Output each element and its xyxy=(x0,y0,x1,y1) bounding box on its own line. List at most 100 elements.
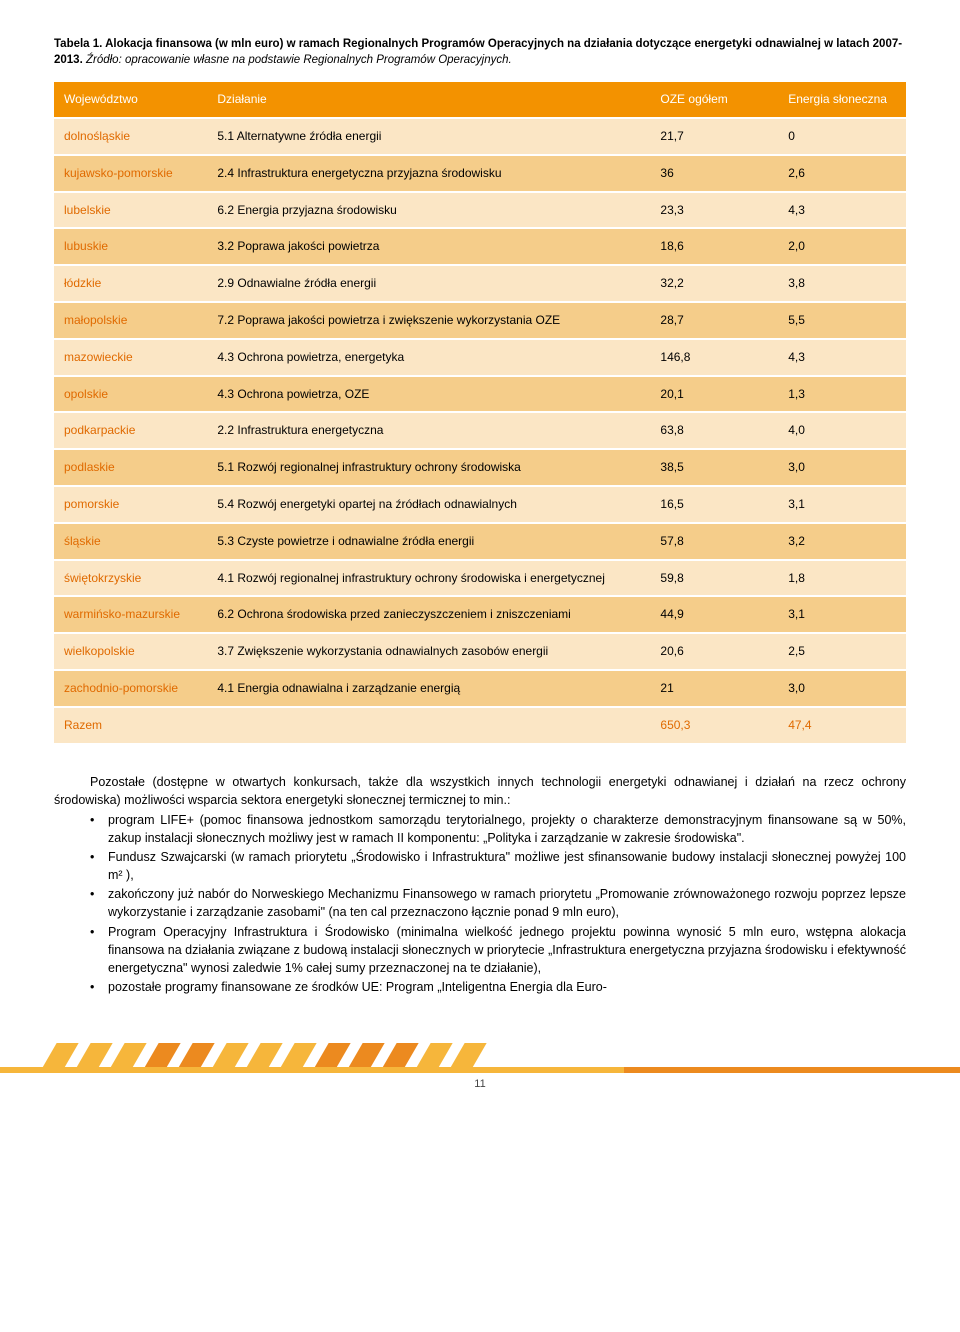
table-cell: 4,0 xyxy=(778,412,906,449)
table-cell: dolnośląskie xyxy=(54,118,207,155)
table-cell: 3,1 xyxy=(778,486,906,523)
table-cell: 650,3 xyxy=(650,707,778,744)
table-cell: 2.9 Odnawialne źródła energii xyxy=(207,265,650,302)
table-row: zachodnio-pomorskie4.1 Energia odnawialn… xyxy=(54,670,906,707)
table-row: opolskie4.3 Ochrona powietrza, OZE20,11,… xyxy=(54,376,906,413)
table-row: podkarpackie2.2 Infrastruktura energetyc… xyxy=(54,412,906,449)
table-head: Województwo Działanie OZE ogółem Energia… xyxy=(54,82,906,118)
table-cell: wielkopolskie xyxy=(54,633,207,670)
table-row: kujawsko-pomorskie2.4 Infrastruktura ene… xyxy=(54,155,906,192)
table-row: lubelskie6.2 Energia przyjazna środowisk… xyxy=(54,192,906,229)
table-cell: 3.2 Poprawa jakości powietrza xyxy=(207,228,650,265)
table-cell: 16,5 xyxy=(650,486,778,523)
table-cell: 1,3 xyxy=(778,376,906,413)
col-energia: Energia słoneczna xyxy=(778,82,906,118)
page-container: Tabela 1. Alokacja finansowa (w mln euro… xyxy=(0,0,960,1007)
table-caption: Tabela 1. Alokacja finansowa (w mln euro… xyxy=(54,36,906,68)
table-cell: 36 xyxy=(650,155,778,192)
narrative-block: Pozostałe (dostępne w otwartych konkursa… xyxy=(54,773,906,997)
table-cell: 5.3 Czyste powietrze i odnawialne źródła… xyxy=(207,523,650,560)
table-cell: kujawsko-pomorskie xyxy=(54,155,207,192)
table-cell: lubelskie xyxy=(54,192,207,229)
table-cell: 20,1 xyxy=(650,376,778,413)
table-cell: 28,7 xyxy=(650,302,778,339)
caption-source: Źródło: opracowanie własne na podstawie … xyxy=(86,54,512,66)
table-cell: 4,3 xyxy=(778,339,906,376)
table-row: małopolskie7.2 Poprawa jakości powietrza… xyxy=(54,302,906,339)
table-body: dolnośląskie5.1 Alternatywne źródła ener… xyxy=(54,118,906,744)
table-cell: 44,9 xyxy=(650,596,778,633)
table-cell: 2,5 xyxy=(778,633,906,670)
table-cell: zachodnio-pomorskie xyxy=(54,670,207,707)
table-row: Razem 650,347,4 xyxy=(54,707,906,744)
table-cell: 63,8 xyxy=(650,412,778,449)
table-cell: 21 xyxy=(650,670,778,707)
table-cell: 2,6 xyxy=(778,155,906,192)
table-cell: mazowieckie xyxy=(54,339,207,376)
col-dzialanie: Działanie xyxy=(207,82,650,118)
table-cell: 21,7 xyxy=(650,118,778,155)
col-oze: OZE ogółem xyxy=(650,82,778,118)
list-item: Program Operacyjny Infrastruktura i Środ… xyxy=(108,923,906,977)
footer-decoration xyxy=(0,1029,960,1073)
table-cell: pomorskie xyxy=(54,486,207,523)
table-cell: 0 xyxy=(778,118,906,155)
table-cell: warmińsko-mazurskie xyxy=(54,596,207,633)
table-cell: 6.2 Energia przyjazna środowisku xyxy=(207,192,650,229)
table-cell: 7.2 Poprawa jakości powietrza i zwiększe… xyxy=(207,302,650,339)
table-row: wielkopolskie3.7 Zwiększenie wykorzystan… xyxy=(54,633,906,670)
table-cell: 4.3 Ochrona powietrza, energetyka xyxy=(207,339,650,376)
table-cell: 3,1 xyxy=(778,596,906,633)
table-cell: 20,6 xyxy=(650,633,778,670)
table-cell: 38,5 xyxy=(650,449,778,486)
table-cell: 5.1 Rozwój regionalnej infrastruktury oc… xyxy=(207,449,650,486)
table-cell: 146,8 xyxy=(650,339,778,376)
page-number: 11 xyxy=(0,1077,960,1092)
table-cell: małopolskie xyxy=(54,302,207,339)
table-cell: 6.2 Ochrona środowiska przed zanieczyszc… xyxy=(207,596,650,633)
table-cell: 23,3 xyxy=(650,192,778,229)
table-row: łódzkie2.9 Odnawialne źródła energii32,2… xyxy=(54,265,906,302)
footer-bar xyxy=(0,1067,960,1073)
narrative-intro: Pozostałe (dostępne w otwartych konkursa… xyxy=(54,773,906,809)
list-item: pozostałe programy finansowane ze środkó… xyxy=(108,978,906,996)
table-cell: podkarpackie xyxy=(54,412,207,449)
table-cell: 5,5 xyxy=(778,302,906,339)
table-row: mazowieckie4.3 Ochrona powietrza, energe… xyxy=(54,339,906,376)
list-item: program LIFE+ (pomoc finansowa jednostko… xyxy=(108,811,906,847)
table-row: dolnośląskie5.1 Alternatywne źródła ener… xyxy=(54,118,906,155)
table-cell: 4,3 xyxy=(778,192,906,229)
table-row: śląskie5.3 Czyste powietrze i odnawialne… xyxy=(54,523,906,560)
table-cell: opolskie xyxy=(54,376,207,413)
table-cell: 47,4 xyxy=(778,707,906,744)
table-cell: 3,0 xyxy=(778,670,906,707)
table-cell: 32,2 xyxy=(650,265,778,302)
table-row: warmińsko-mazurskie6.2 Ochrona środowisk… xyxy=(54,596,906,633)
narrative-list: program LIFE+ (pomoc finansowa jednostko… xyxy=(54,811,906,996)
table-cell: 1,8 xyxy=(778,560,906,597)
table-cell: 2,0 xyxy=(778,228,906,265)
table-cell xyxy=(207,707,650,744)
table-row: lubuskie3.2 Poprawa jakości powietrza18,… xyxy=(54,228,906,265)
table-row: świętokrzyskie4.1 Rozwój regionalnej inf… xyxy=(54,560,906,597)
table-cell: 3,2 xyxy=(778,523,906,560)
table-row: pomorskie5.4 Rozwój energetyki opartej n… xyxy=(54,486,906,523)
table-cell: 5.1 Alternatywne źródła energii xyxy=(207,118,650,155)
allocation-table: Województwo Działanie OZE ogółem Energia… xyxy=(54,82,906,744)
list-item: Fundusz Szwajcarski (w ramach priorytetu… xyxy=(108,848,906,884)
table-row: podlaskie5.1 Rozwój regionalnej infrastr… xyxy=(54,449,906,486)
table-cell: 4.3 Ochrona powietrza, OZE xyxy=(207,376,650,413)
list-item: zakończony już nabór do Norweskiego Mech… xyxy=(108,885,906,921)
table-cell: 59,8 xyxy=(650,560,778,597)
table-cell: Razem xyxy=(54,707,207,744)
table-cell: 5.4 Rozwój energetyki opartej na źródłac… xyxy=(207,486,650,523)
table-cell: lubuskie xyxy=(54,228,207,265)
table-cell: podlaskie xyxy=(54,449,207,486)
table-cell: 3.7 Zwiększenie wykorzystania odnawialny… xyxy=(207,633,650,670)
table-cell: 4.1 Energia odnawialna i zarządzanie ene… xyxy=(207,670,650,707)
col-wojewodztwo: Województwo xyxy=(54,82,207,118)
table-cell: 3,8 xyxy=(778,265,906,302)
table-cell: śląskie xyxy=(54,523,207,560)
table-cell: 2.4 Infrastruktura energetyczna przyjazn… xyxy=(207,155,650,192)
table-cell: 2.2 Infrastruktura energetyczna xyxy=(207,412,650,449)
